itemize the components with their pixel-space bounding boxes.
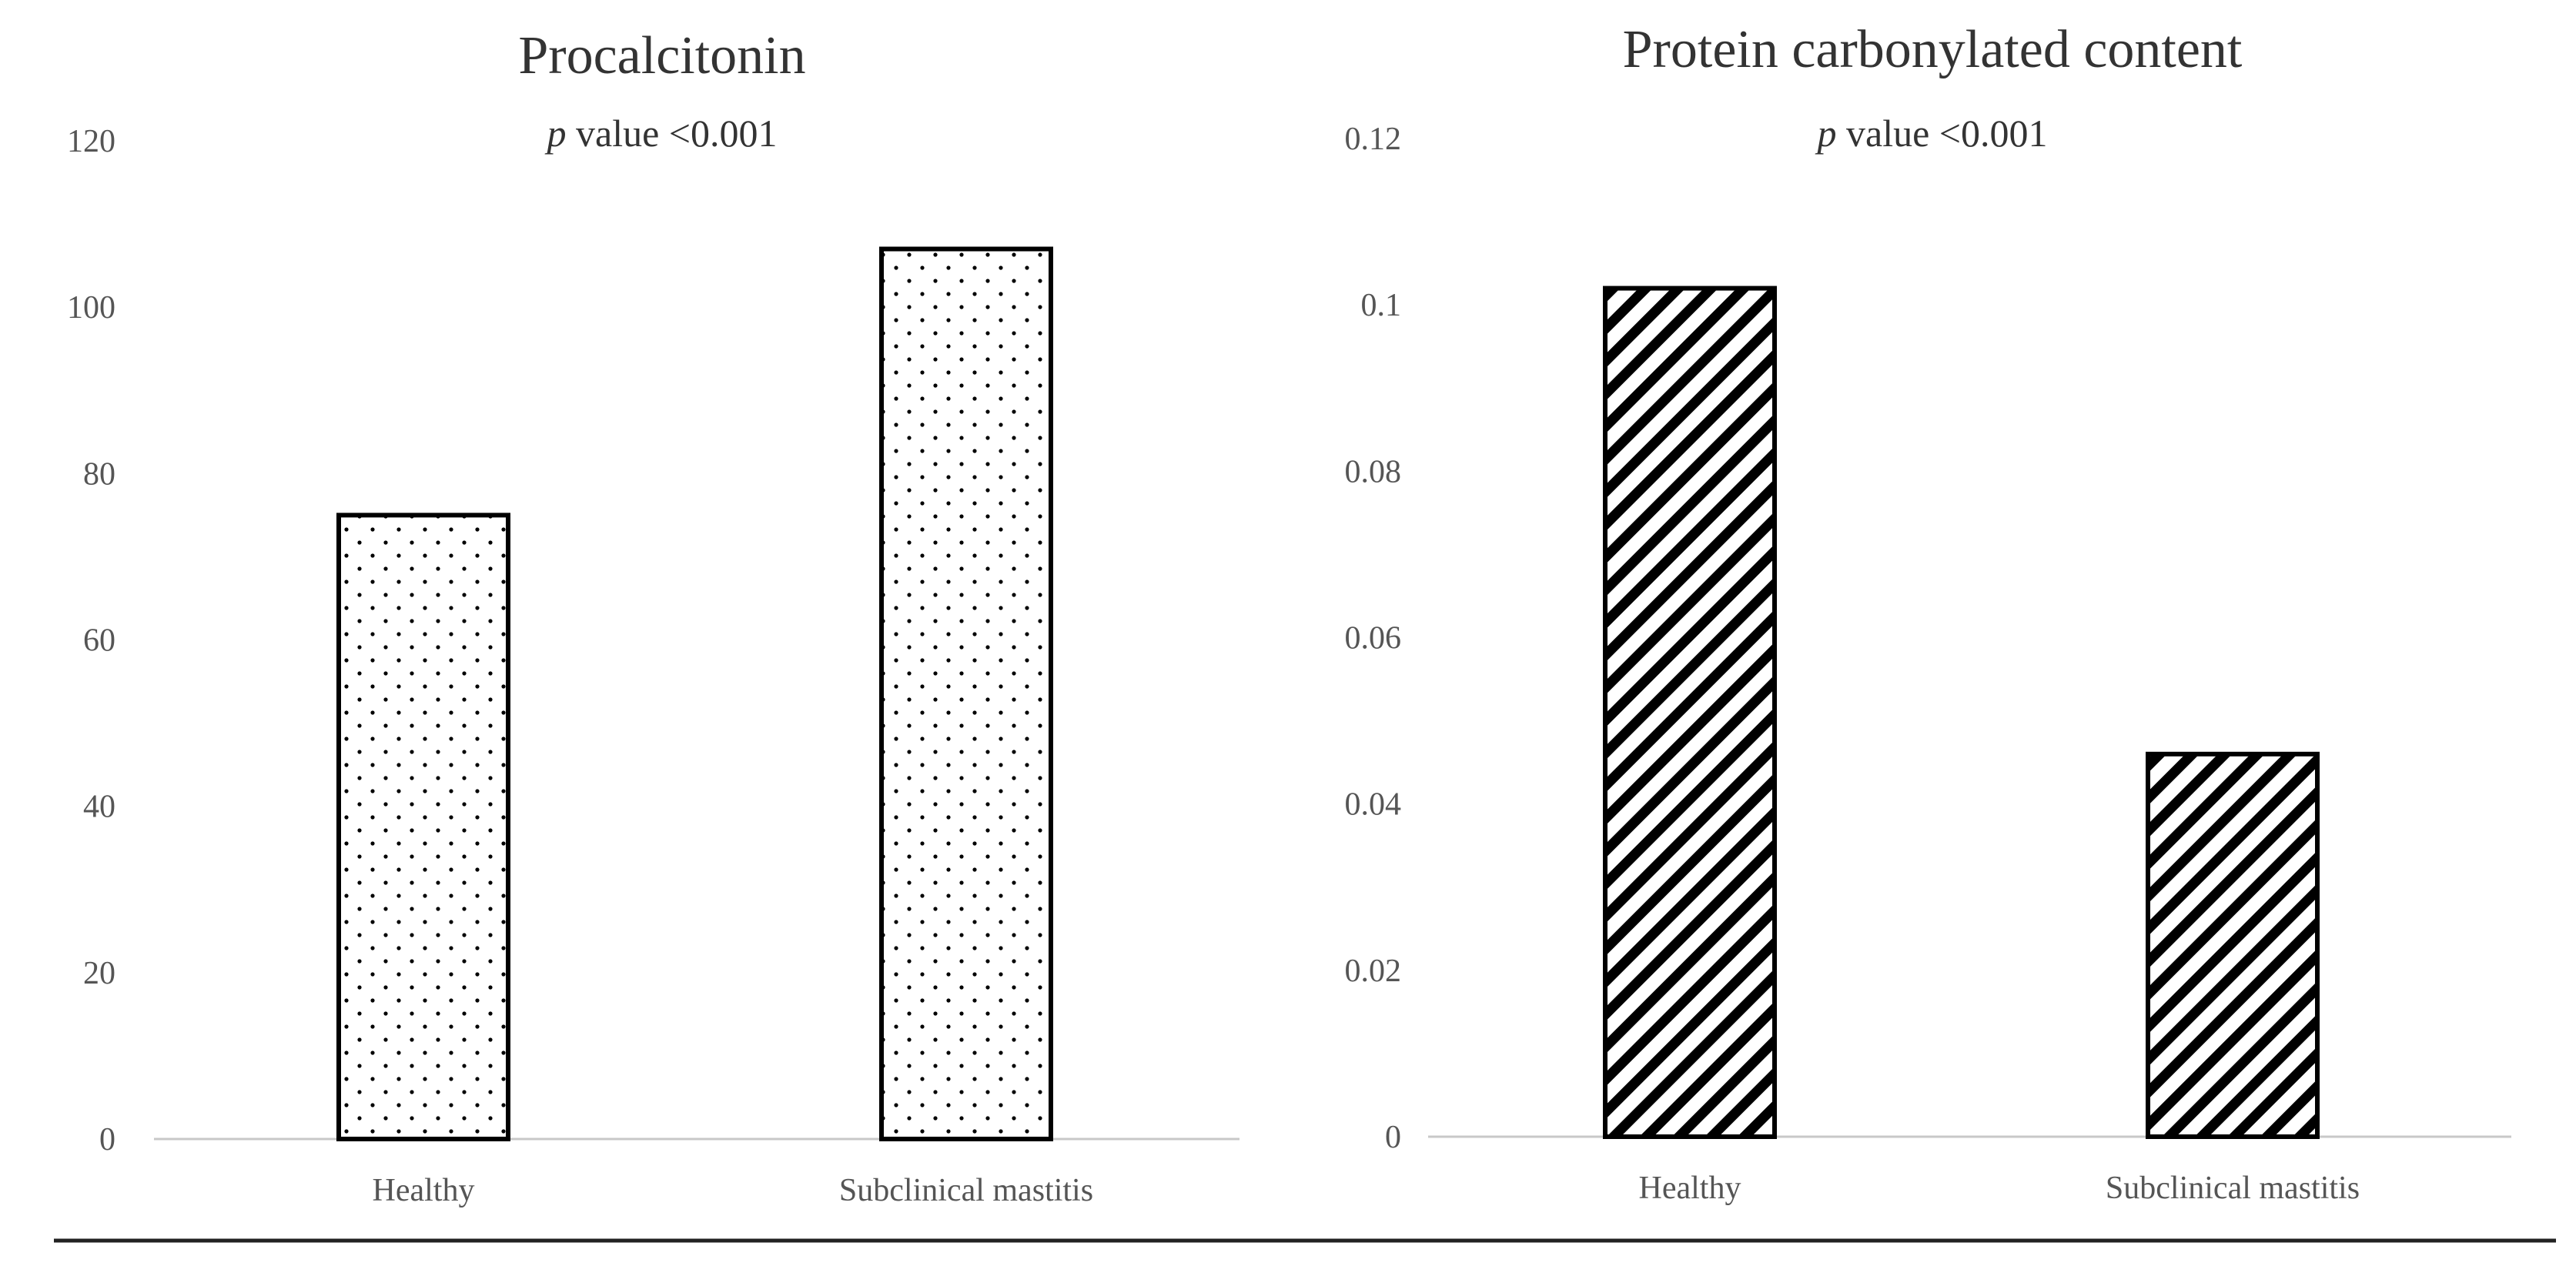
y-tick-label: 80 [83, 456, 115, 492]
bar-subclinical-mastitis [879, 246, 1053, 1142]
x-axis-labels: Healthy Subclinical mastitis [373, 1173, 1094, 1208]
x-category-label: Healthy [1639, 1171, 1741, 1206]
y-tick-label: 0.12 [1345, 122, 1402, 157]
y-tick-label: 0.08 [1345, 454, 1402, 489]
y-tick-label: 0.06 [1345, 621, 1402, 656]
y-tick-label: 0 [1385, 1120, 1401, 1155]
p-value-annotation: p value <0.001 [1815, 112, 2048, 155]
x-category-label: Subclinical mastitis [839, 1173, 1093, 1208]
chart-protein-carbonylated: Protein carbonylated content p value <0.… [1345, 20, 2511, 1206]
chart-title: Protein carbonylated content [1623, 20, 2243, 79]
x-axis-labels: Healthy Subclinical mastitis [1639, 1171, 2360, 1206]
y-axis-ticks: 0 0.02 0.04 0.06 0.08 0.1 0.12 [1345, 122, 1402, 1155]
bar-healthy [336, 513, 510, 1141]
chart-title: Procalcitonin [518, 26, 805, 85]
y-tick-label: 0 [99, 1122, 115, 1157]
bar-subclinical-mastitis [2146, 751, 2320, 1139]
y-axis-ticks: 0 20 40 60 80 100 120 [67, 124, 115, 1157]
y-tick-label: 40 [83, 790, 115, 825]
x-category-label: Subclinical mastitis [2106, 1171, 2360, 1206]
y-tick-label: 20 [83, 956, 115, 991]
y-tick-label: 0.04 [1345, 787, 1402, 823]
y-tick-label: 120 [67, 124, 115, 159]
bars [336, 246, 1053, 1142]
p-value-annotation: p value <0.001 [545, 112, 778, 155]
y-tick-label: 100 [67, 290, 115, 326]
bar-healthy [1603, 286, 1777, 1139]
y-tick-label: 0.1 [1361, 288, 1402, 323]
x-category-label: Healthy [373, 1173, 475, 1208]
y-tick-label: 60 [83, 623, 115, 659]
y-tick-label: 0.02 [1345, 954, 1402, 989]
chart-procalcitonin: Procalcitonin p value <0.001 0 20 40 60 80 10… [67, 26, 1239, 1208]
bars [1603, 286, 2320, 1139]
